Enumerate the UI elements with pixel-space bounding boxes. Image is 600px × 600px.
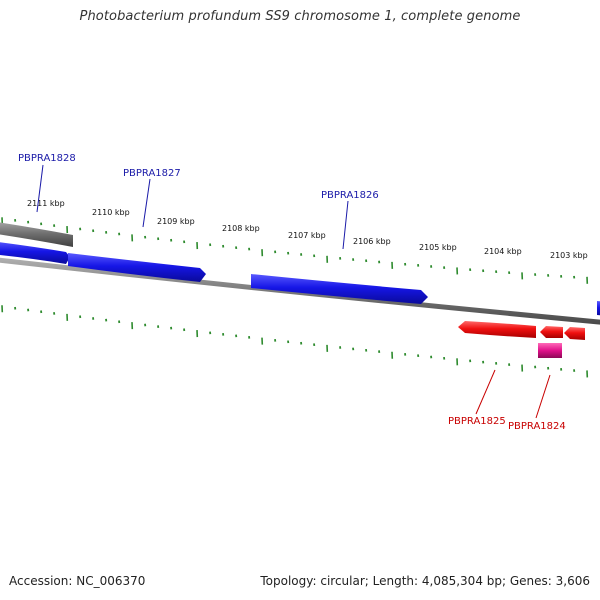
pseudogene-feature[interactable]: [0, 221, 73, 247]
gene-label-leaders: [36, 164, 551, 419]
gene-arrow-pbpra1827[interactable]: [68, 253, 206, 282]
tick-label: 2108 kbp: [222, 224, 260, 233]
tick-label: 2111 kbp: [27, 199, 65, 208]
rna-feature-pbpra1824[interactable]: [538, 343, 562, 358]
tick-label: 2104 kbp: [484, 247, 522, 256]
gene-arrow-partial[interactable]: [597, 301, 600, 316]
gene-label-pbpra1825[interactable]: PBPRA1825: [448, 416, 506, 427]
genome-title: Photobacterium profundum SS9 chromosome …: [79, 9, 521, 24]
plus-strand-features: [0, 221, 600, 316]
tick-label: 2110 kbp: [92, 208, 130, 217]
gene-arrow-pbpra1828[interactable]: [0, 241, 70, 264]
gene-arrow-minus-small-1[interactable]: [540, 326, 563, 338]
tick-label: 2105 kbp: [419, 243, 457, 252]
tick-label: 2107 kbp: [288, 231, 326, 240]
gene-label-pbpra1828[interactable]: PBPRA1828: [18, 153, 76, 164]
ruler-ticks-outer: [1, 217, 589, 284]
leader-pbpra1825: [475, 369, 496, 415]
tick-label: 2103 kbp: [550, 251, 588, 260]
leader-pbpra1828: [36, 164, 44, 213]
ruler-ticks-inner: [1, 305, 589, 378]
gene-arrow-pbpra1826[interactable]: [251, 274, 428, 304]
gene-label-pbpra1824[interactable]: PBPRA1824: [508, 421, 566, 432]
genome-stats: Topology: circular; Length: 4,085,304 bp…: [260, 574, 590, 588]
tick-label: 2106 kbp: [353, 237, 391, 246]
leader-pbpra1827: [142, 178, 151, 228]
gene-arrow-pbpra1825[interactable]: [458, 321, 536, 338]
gene-labels: PBPRA1828 PBPRA1827 PBPRA1826 PBPRA1825 …: [18, 153, 566, 432]
ruler-labels: 2111 kbp 2110 kbp 2109 kbp 2108 kbp 2107…: [27, 199, 588, 260]
leader-pbpra1826: [342, 200, 349, 250]
gene-label-pbpra1827[interactable]: PBPRA1827: [123, 168, 181, 179]
minus-strand-features: [458, 321, 585, 358]
gene-arrow-minus-small-2[interactable]: [564, 327, 585, 340]
gene-label-pbpra1826[interactable]: PBPRA1826: [321, 190, 379, 201]
leader-pbpra1824: [535, 374, 551, 419]
accession-info: Accession: NC_006370: [9, 574, 146, 588]
tick-label: 2109 kbp: [157, 217, 195, 226]
